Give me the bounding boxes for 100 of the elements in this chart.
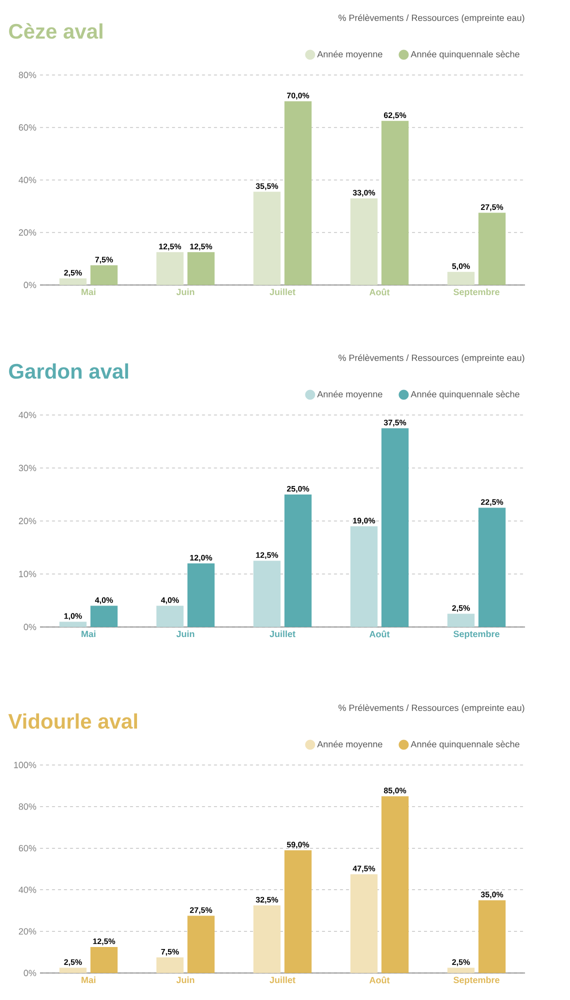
chart-subtitle: % Prélèvements / Ressources (empreinte eau) — [338, 704, 524, 713]
data-label: 19,0% — [353, 518, 376, 525]
x-tick-label: Septembre — [454, 630, 500, 639]
y-tick-label: 100% — [14, 762, 36, 768]
x-tick-label: Mai — [82, 630, 96, 638]
data-label: 12,5% — [190, 244, 212, 250]
bar — [350, 198, 378, 285]
bar — [478, 508, 506, 627]
bar — [156, 957, 184, 973]
data-label: 2,5% — [452, 959, 470, 966]
data-label: 25,0% — [286, 486, 310, 493]
bar — [381, 796, 409, 973]
data-label: 12,0% — [190, 554, 212, 562]
y-tick-label: 0% — [24, 624, 36, 630]
legend-label: Année quinquennale sèche — [410, 740, 520, 750]
y-tick-label: 10% — [19, 570, 36, 578]
data-label: 2,5% — [64, 959, 82, 966]
data-label: 2,5% — [64, 270, 82, 277]
bar — [284, 850, 312, 973]
chart-title: Cèze aval — [9, 23, 102, 39]
legend-label: Année quinquennale sèche — [410, 50, 520, 60]
data-label: 32,5% — [256, 896, 278, 904]
y-tick-label: 40% — [18, 176, 36, 184]
data-label: 27,5% — [190, 907, 212, 914]
x-tick-label: Juin — [176, 288, 194, 296]
legend-label: Année moyenne — [317, 50, 382, 60]
data-label: 2,5% — [452, 605, 470, 612]
bar — [253, 192, 281, 285]
y-tick-label: 40% — [18, 886, 36, 893]
bar — [381, 428, 409, 627]
bar — [284, 101, 312, 285]
x-tick-label: Août — [369, 976, 390, 984]
y-tick-label: 20% — [18, 229, 36, 236]
x-tick-label: Mai — [82, 976, 96, 984]
data-label: 12,5% — [256, 552, 278, 560]
data-label: 33,0% — [352, 190, 376, 197]
chart-subtitle: % Prélèvements / Ressources (empreinte eau) — [338, 354, 524, 363]
legend-label: Année moyenne — [317, 390, 382, 400]
data-label: 4,0% — [160, 597, 179, 604]
bar — [90, 265, 118, 285]
bar — [59, 968, 87, 973]
chart-subtitle: % Prélèvements / Ressources (empreinte eau) — [338, 14, 524, 23]
bar — [187, 563, 215, 627]
bar — [447, 968, 475, 973]
bar — [187, 916, 215, 973]
data-label: 35,5% — [256, 183, 278, 190]
bar — [478, 900, 506, 973]
bar — [59, 622, 87, 627]
x-tick-label: Août — [369, 630, 390, 638]
bar — [381, 120, 409, 285]
bar — [447, 614, 475, 627]
bar — [350, 874, 378, 973]
data-label: 27,5% — [480, 204, 504, 212]
bar — [447, 272, 475, 285]
bar — [59, 278, 87, 285]
data-label: 4,0% — [95, 597, 113, 604]
bar — [284, 494, 312, 627]
bar — [253, 905, 281, 973]
bar — [350, 526, 378, 627]
data-label: 70,0% — [287, 92, 310, 100]
x-tick-label: Juillet — [270, 288, 296, 296]
x-tick-label: Juin — [176, 630, 194, 638]
data-label: 59,0% — [286, 842, 310, 849]
y-tick-label: 0% — [24, 970, 36, 976]
chart-title: Vidourle aval — [8, 713, 138, 729]
y-tick-label: 80% — [18, 803, 36, 810]
bar — [90, 946, 118, 973]
y-tick-label: 20% — [18, 518, 36, 524]
y-tick-label: 30% — [18, 464, 36, 472]
data-label: 1,0% — [64, 613, 82, 620]
data-label: 85,0% — [384, 788, 406, 794]
data-label: 22,5% — [480, 499, 504, 506]
y-tick-label: 40% — [18, 412, 36, 418]
data-label: 47,5% — [352, 866, 376, 872]
data-label: 7,5% — [161, 948, 179, 956]
bar — [478, 212, 506, 285]
x-tick-label: Juin — [176, 976, 194, 984]
data-label: 35,0% — [480, 892, 504, 898]
data-label: 5,0% — [452, 263, 470, 270]
bar — [90, 606, 118, 627]
bar — [156, 252, 184, 285]
legend-label: Année moyenne — [317, 740, 382, 750]
data-label: 62,5% — [384, 112, 406, 120]
x-tick-label: Août — [369, 288, 390, 296]
x-tick-label: Juillet — [270, 976, 296, 984]
x-tick-label: Mai — [82, 288, 96, 296]
data-label: 37,5% — [384, 420, 406, 427]
bar — [156, 606, 184, 627]
y-tick-label: 20% — [18, 928, 36, 935]
y-tick-label: 0% — [24, 282, 36, 288]
y-tick-label: 60% — [18, 124, 36, 131]
chart-title: Gardon aval — [9, 363, 128, 379]
x-tick-label: Juillet — [270, 630, 296, 638]
bar — [187, 252, 215, 285]
legend-label: Année quinquennale sèche — [410, 390, 520, 400]
data-label: 12,5% — [93, 938, 116, 946]
y-tick-label: 60% — [18, 845, 36, 852]
data-label: 7,5% — [95, 256, 113, 264]
y-tick-label: 80% — [18, 72, 36, 78]
x-tick-label: Septembre — [454, 976, 500, 985]
